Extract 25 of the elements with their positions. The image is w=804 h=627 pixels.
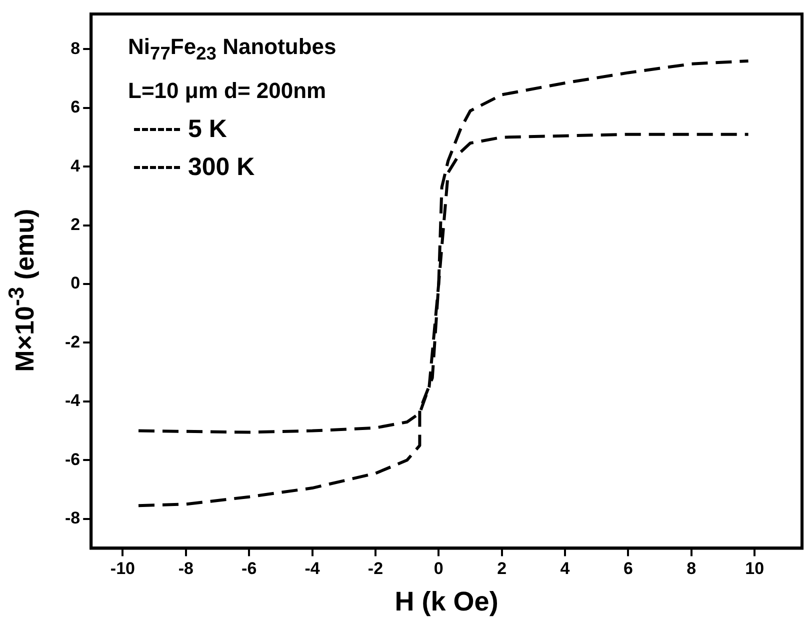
legend-label: 300 K xyxy=(188,152,255,184)
x-tick-label: -4 xyxy=(304,559,320,578)
x-tick-label: 6 xyxy=(623,559,633,578)
y-tick-label: -4 xyxy=(64,391,81,410)
y-tick-label: 0 xyxy=(70,274,80,293)
x-tick-label: -8 xyxy=(178,559,194,578)
x-tick-label: 0 xyxy=(434,559,444,578)
x-tick-label: 4 xyxy=(560,559,570,578)
y-tick-label: 4 xyxy=(70,156,81,176)
x-tick-label: -6 xyxy=(242,559,257,578)
x-tick-label: -10 xyxy=(110,559,135,578)
y-tick-label: -8 xyxy=(64,508,80,528)
x-tick-label: 10 xyxy=(745,559,764,578)
x-tick-label: 8 xyxy=(686,559,696,578)
x-tick-label: 2 xyxy=(497,559,507,578)
y-tick-label: -6 xyxy=(64,450,80,469)
annotation: Ni$_{77}$Fe$_{23}$ Nanotubes xyxy=(128,33,336,66)
x-tick-label: -2 xyxy=(368,559,384,578)
legend-label: 5 K xyxy=(188,114,227,146)
y-tick-label: 2 xyxy=(70,215,80,234)
y-tick-label: 6 xyxy=(70,98,80,117)
x-axis-title: H (k Oe) xyxy=(394,586,498,616)
annotation: L=10 μm d= 200nm xyxy=(128,77,328,106)
y-tick-label: -2 xyxy=(64,332,80,352)
y-tick-label: 8 xyxy=(70,38,80,58)
